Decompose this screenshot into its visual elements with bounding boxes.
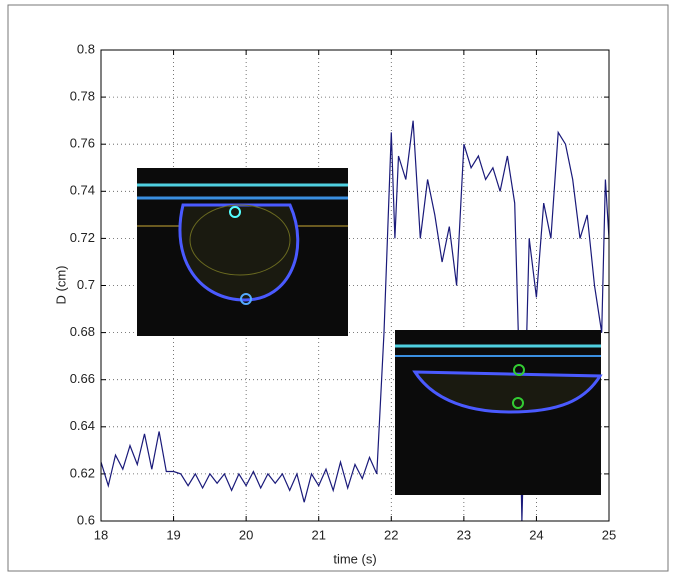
x-tick-label: 20	[239, 527, 253, 542]
data-line	[100, 120, 610, 522]
x-tick-label: 24	[529, 527, 543, 542]
y-tick-label: 0.66	[70, 371, 95, 386]
insets	[137, 168, 603, 495]
y-tick-label: 0.8	[77, 41, 95, 56]
x-tick-label: 22	[384, 527, 398, 542]
y-tick-label: 0.68	[70, 324, 95, 339]
inset-image	[137, 168, 348, 336]
y-axis-label: D (cm)	[53, 266, 68, 305]
y-tick-label: 0.72	[70, 230, 95, 245]
y-tick-label: 0.62	[70, 465, 95, 480]
x-tick-label: 19	[166, 527, 180, 542]
y-tick-label: 0.76	[70, 136, 95, 151]
y-tick-label: 0.7	[77, 277, 95, 292]
x-tick-label: 21	[311, 527, 325, 542]
axes-box	[100, 49, 610, 522]
inset-image	[395, 330, 603, 495]
x-tick-label: 23	[457, 527, 471, 542]
x-tick-label: 18	[94, 527, 108, 542]
y-tick-label: 0.78	[70, 89, 95, 104]
x-tick-label: 25	[602, 527, 616, 542]
x-axis-label: time (s)	[333, 551, 376, 566]
y-tick-label: 0.64	[70, 418, 95, 433]
y-tick-label: 0.74	[70, 183, 95, 198]
y-tick-label: 0.6	[77, 512, 95, 527]
